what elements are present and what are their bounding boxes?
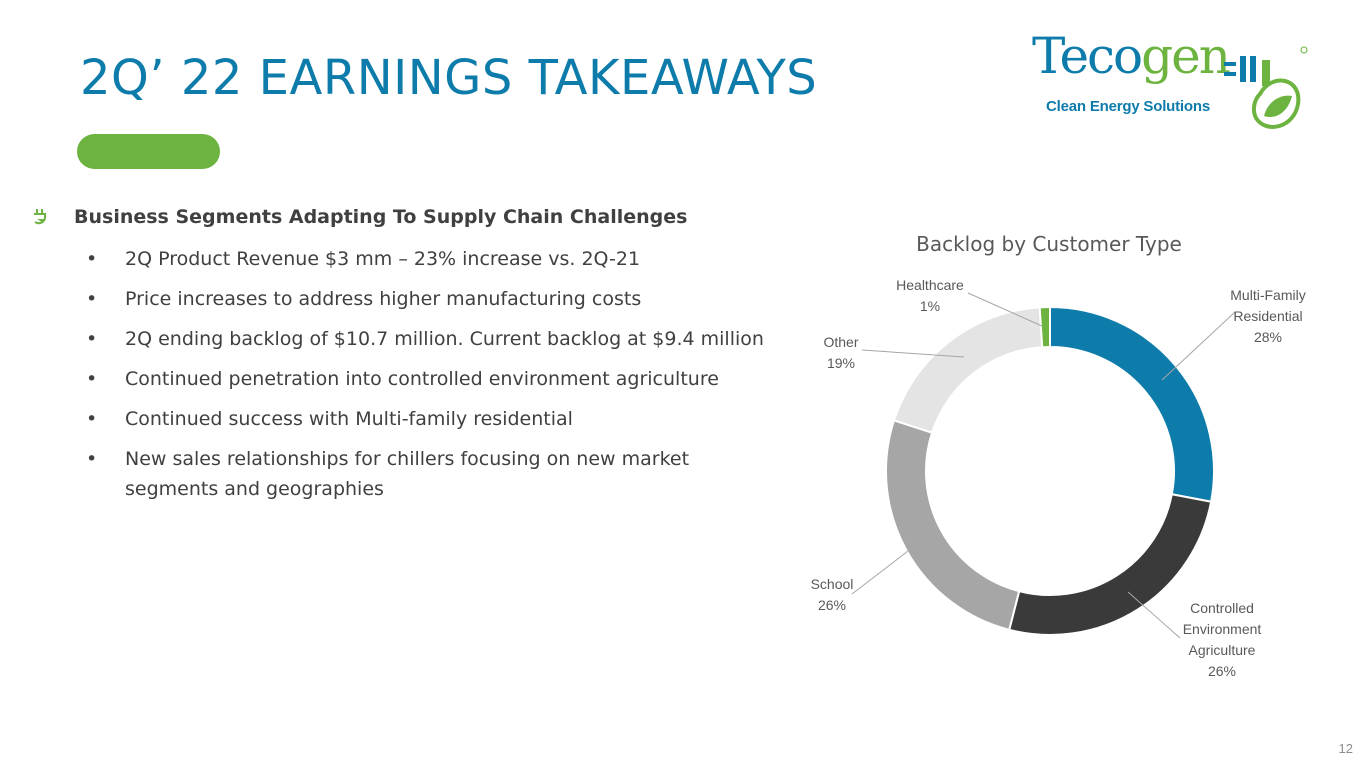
list-item: • 2Q Product Revenue $3 mm – 23% increase… — [86, 244, 766, 274]
donut-slice-controlled-environment-agriculture — [1007, 493, 1213, 637]
list-item: • Continued success with Multi-family res… — [86, 404, 766, 434]
list-item: • Continued penetration into controlled e… — [86, 364, 766, 394]
bullet-dot: • — [86, 248, 98, 270]
donut-slice-school — [885, 419, 1021, 632]
logo-wordmark: Tecogen — [1032, 26, 1231, 86]
logo-wordmark-part1: Teco — [1032, 27, 1143, 85]
bullet-text: 2Q ending backlog of $10.7 million. Curr… — [125, 328, 764, 350]
leader-line — [861, 349, 965, 358]
bullet-text: Price increases to address higher manufa… — [125, 288, 642, 310]
data-label: Other 19% — [823, 334, 858, 371]
accent-bar — [77, 134, 220, 169]
bullet-text: Continued penetration into controlled en… — [125, 368, 719, 390]
plug-leaf-icon — [34, 209, 46, 225]
leader-line — [967, 292, 1043, 327]
chart-title: Backlog by Customer Type — [916, 232, 1182, 256]
leader-line — [1127, 591, 1181, 639]
section-heading: Business Segments Adapting To Supply Cha… — [32, 206, 687, 228]
logo-wordmark-part2: gen — [1141, 27, 1231, 85]
bullet-dot: • — [86, 408, 98, 430]
slide-title: 2Q’ 22 EARNINGS TAKEAWAYS — [80, 50, 818, 106]
bullet-dot: • — [86, 288, 98, 310]
donut-slice-healthcare — [1038, 305, 1051, 349]
bullet-dot: • — [86, 328, 98, 350]
data-label: Multi-Family Residential 28% — [1230, 287, 1305, 345]
page-number: 12 — [1338, 741, 1353, 756]
leader-line — [851, 550, 909, 595]
leader-line — [1161, 311, 1236, 381]
bullet-text: Continued success with Multi-family resi… — [125, 408, 573, 430]
heading-text: Business Segments Adapting To Supply Cha… — [74, 206, 688, 228]
donut-slice-multi-family-residential — [1049, 305, 1216, 503]
data-label: Controlled Environment Agriculture 26% — [1183, 600, 1262, 679]
data-label: Healthcare 1% — [896, 277, 964, 314]
bullet-list: • 2Q Product Revenue $3 mm – 23% increase… — [86, 244, 766, 514]
data-label: School 26% — [811, 576, 854, 613]
tecogen-logo: Tecogen Clean Energy Solutions — [1030, 26, 1308, 138]
donut-slice-other — [892, 306, 1044, 434]
logo-tagline: Clean Energy Solutions — [1046, 98, 1210, 115]
bullet-dot: • — [86, 448, 98, 470]
list-item: • Price increases to address higher manuf… — [86, 284, 766, 314]
bullet-text: New sales relationships for chillers foc… — [125, 448, 690, 500]
list-item: • New sales relationships for chillers fo… — [86, 444, 766, 504]
bullet-dot: • — [86, 368, 98, 390]
plug-leaf-icon — [1224, 46, 1308, 129]
bullet-text: 2Q Product Revenue $3 mm – 23% increase … — [125, 248, 641, 270]
list-item: • 2Q ending backlog of $10.7 million. Cur… — [86, 324, 766, 354]
